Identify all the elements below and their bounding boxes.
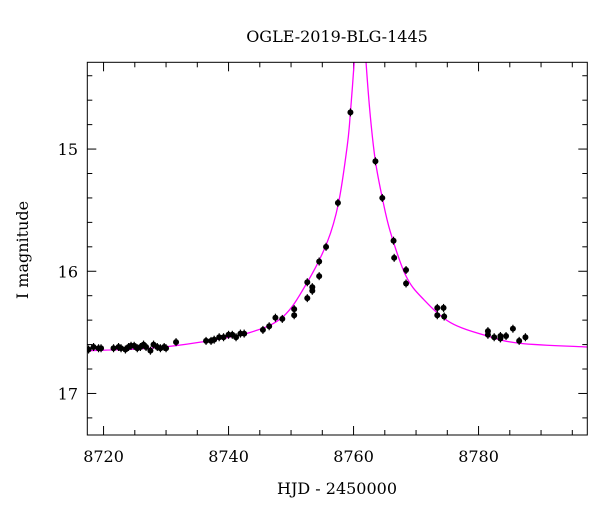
data-point	[259, 326, 266, 333]
data-point	[304, 279, 311, 286]
data-point	[147, 347, 154, 354]
y-tick-label: 16	[58, 262, 78, 281]
data-point	[203, 337, 210, 344]
x-tick-label: 8760	[333, 447, 374, 466]
data-point	[272, 314, 279, 321]
data-point	[434, 312, 441, 319]
data-point	[316, 273, 323, 280]
data-point	[220, 334, 227, 341]
x-tick-label: 8720	[83, 447, 124, 466]
data-point	[241, 330, 248, 337]
data-point	[266, 323, 273, 330]
data-point	[211, 336, 218, 343]
data-point	[497, 335, 504, 342]
data-point	[484, 331, 491, 338]
chart-title: OGLE-2019-BLG-1445	[246, 27, 428, 46]
data-point	[316, 258, 323, 265]
data-point	[379, 194, 386, 201]
data-point	[522, 334, 529, 341]
data-point	[434, 304, 441, 311]
data-point	[87, 346, 92, 353]
data-point	[143, 344, 150, 351]
data-point	[372, 158, 379, 165]
data-point	[334, 199, 341, 206]
data-point	[291, 312, 298, 319]
data-point	[309, 287, 316, 294]
data-point	[503, 333, 510, 340]
data-point	[110, 345, 117, 352]
y-tick-label: 15	[58, 140, 78, 159]
data-point	[516, 337, 523, 344]
data-point	[163, 345, 170, 352]
data-point	[90, 344, 97, 351]
x-tick-label: 8740	[208, 447, 249, 466]
data-point	[403, 267, 410, 274]
axis-ticks	[87, 62, 588, 435]
data-point	[173, 339, 180, 346]
data-point	[391, 254, 398, 261]
y-axis-label: I magnitude	[13, 201, 32, 299]
data-points-group	[87, 108, 529, 355]
x-axis-label: HJD - 2450000	[277, 479, 397, 498]
data-point	[216, 334, 223, 341]
model-curve	[87, 62, 588, 352]
data-point	[491, 334, 498, 341]
data-point	[509, 325, 516, 332]
data-point	[441, 313, 448, 320]
data-point	[279, 315, 286, 322]
x-tick-labels: 8720 8740 8760 8780	[83, 447, 499, 466]
data-point	[440, 304, 447, 311]
data-point	[347, 109, 354, 116]
x-tick-label: 8780	[458, 447, 499, 466]
data-point	[403, 280, 410, 287]
y-tick-label: 17	[58, 384, 78, 403]
data-point	[390, 237, 397, 244]
data-point	[98, 345, 105, 352]
data-point	[233, 334, 240, 341]
data-point	[291, 306, 298, 313]
y-tick-labels: 15 16 17	[58, 140, 78, 403]
data-point	[323, 243, 330, 250]
plot-frame	[86, 61, 588, 436]
data-point	[304, 295, 311, 302]
model-curve-group	[87, 62, 588, 352]
